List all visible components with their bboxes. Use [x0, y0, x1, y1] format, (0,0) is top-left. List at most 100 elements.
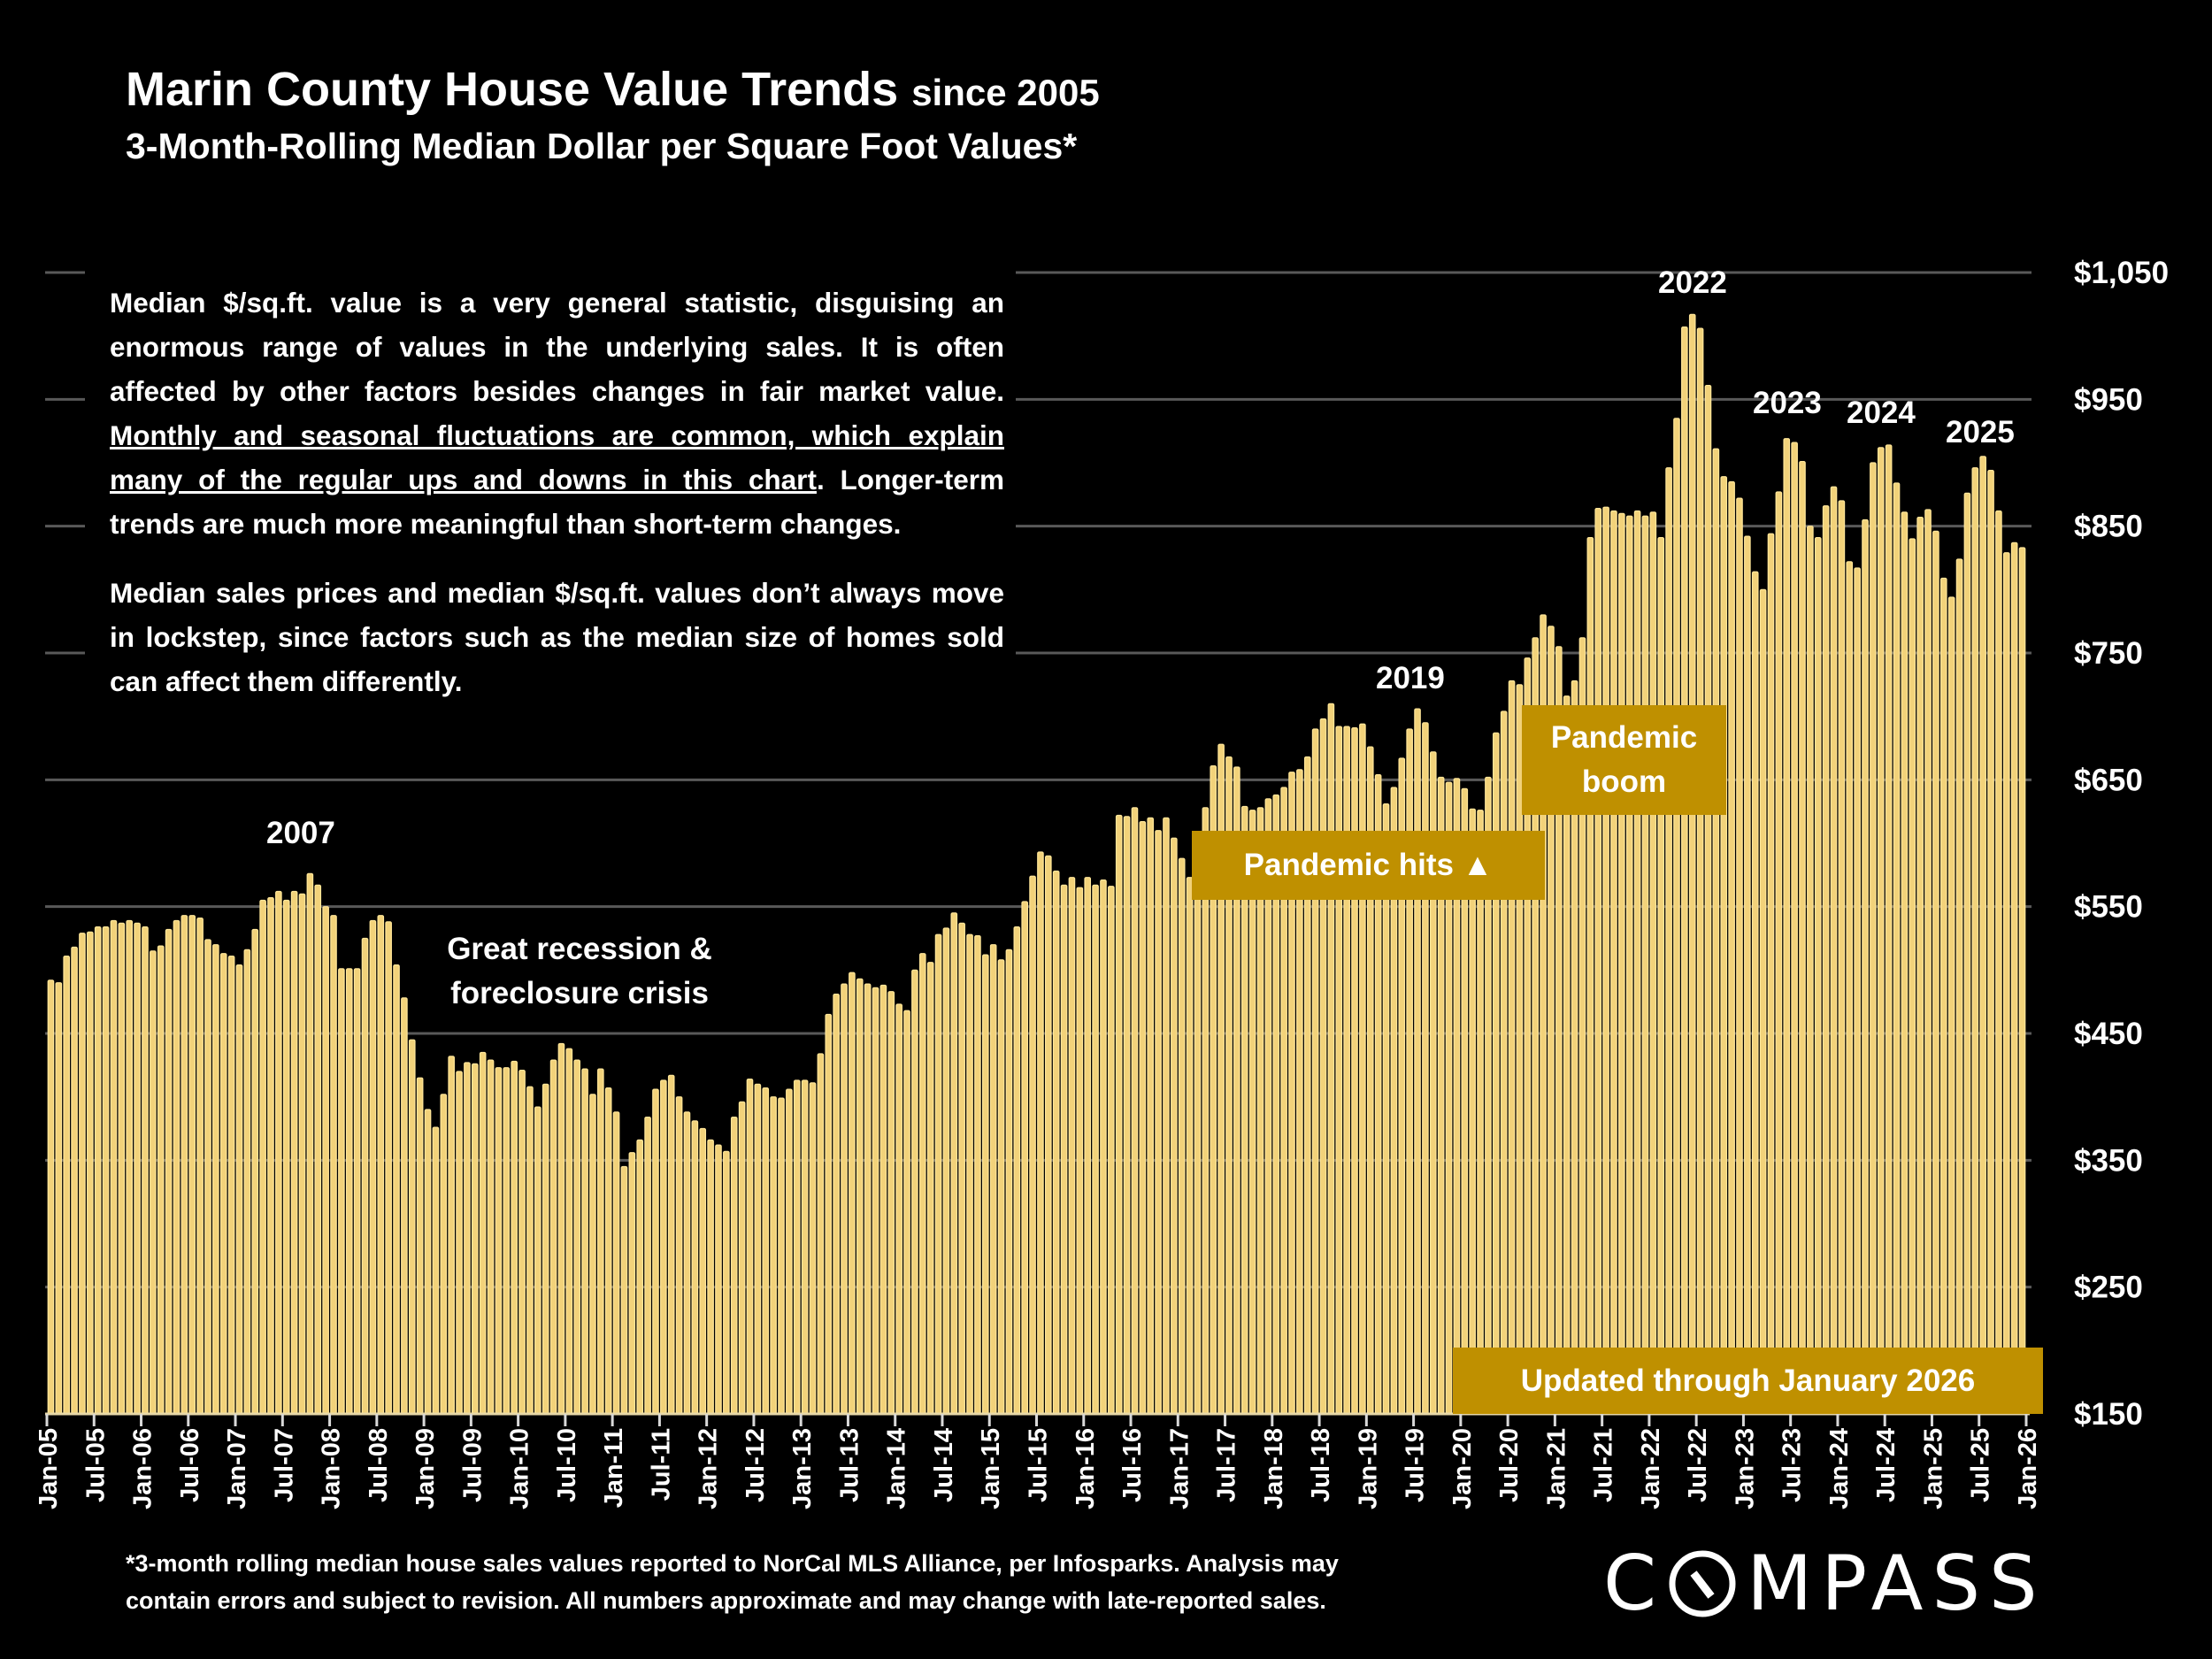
bar — [604, 1087, 612, 1415]
bar — [1186, 877, 1194, 1415]
bar — [180, 915, 188, 1415]
x-tick-label: Jan-24 — [1825, 1428, 1854, 1509]
explanation-paragraph-1: Median $/sq.ft. value is a very general … — [110, 280, 1004, 546]
bar — [628, 1152, 636, 1415]
bar — [699, 1127, 707, 1415]
bar — [1594, 507, 1602, 1415]
bar — [94, 926, 102, 1415]
bar — [165, 928, 173, 1415]
bar — [385, 921, 392, 1415]
bar — [1932, 530, 1939, 1415]
bar — [809, 1082, 817, 1415]
x-tick-label: Jan-16 — [1071, 1428, 1100, 1509]
bar — [369, 919, 377, 1415]
bar — [1163, 817, 1170, 1415]
x-tick-label: Jul-12 — [741, 1428, 770, 1502]
bar — [1123, 816, 1131, 1415]
bar — [345, 968, 353, 1415]
bar — [440, 1094, 448, 1415]
bar — [1005, 949, 1013, 1415]
bar — [1924, 509, 1932, 1415]
recession-line-1: Great recession & — [447, 932, 712, 966]
bar — [1500, 710, 1508, 1415]
bar — [243, 949, 251, 1415]
bar — [1893, 482, 1901, 1415]
bar — [322, 906, 329, 1415]
bar — [652, 1088, 659, 1415]
bar — [196, 917, 204, 1415]
bar — [47, 979, 55, 1415]
bar — [1971, 467, 1979, 1415]
x-tick-label: Jan-05 — [35, 1428, 63, 1509]
bar — [1625, 515, 1633, 1415]
bar — [801, 1079, 809, 1415]
bar — [997, 959, 1005, 1415]
updated-through-label: Updated through January 2026 — [1453, 1348, 2043, 1414]
x-tick-label: Jan-07 — [223, 1428, 251, 1509]
bar — [1665, 467, 1672, 1415]
bar — [1084, 877, 1092, 1415]
bar — [887, 991, 895, 1415]
bar — [966, 933, 973, 1415]
bar — [1955, 558, 1963, 1415]
bar — [1822, 505, 1830, 1415]
x-tick-label: Jan-20 — [1448, 1428, 1477, 1509]
annotation-great-recession: Great recession & foreclosure crisis — [434, 927, 726, 1016]
bar — [1712, 448, 1720, 1415]
bar — [464, 1062, 471, 1415]
y-tick-label: $450 — [2074, 1017, 2143, 1051]
x-tick-label: Jul-16 — [1118, 1428, 1147, 1502]
bar — [974, 935, 981, 1415]
bar — [1618, 512, 1625, 1415]
bar — [1696, 327, 1704, 1415]
bar — [416, 1077, 424, 1415]
bar — [1359, 723, 1366, 1415]
bar — [675, 1096, 683, 1415]
annotation-2024: 2024 — [1847, 396, 1916, 430]
annotation-2022: 2022 — [1658, 265, 1727, 300]
x-tick-label: Jul-17 — [1213, 1428, 1241, 1502]
bar — [958, 922, 965, 1415]
bar — [825, 1013, 833, 1415]
bar — [479, 1051, 487, 1415]
bar — [338, 968, 345, 1415]
bar — [408, 1039, 416, 1415]
bar — [63, 955, 70, 1415]
explanation-paragraph-2: Median sales prices and median $/sq.ft. … — [110, 577, 1004, 697]
bar — [1194, 860, 1202, 1415]
page-title: Marin County House Value Trends since 20… — [126, 62, 1100, 117]
bar — [557, 1042, 565, 1415]
bar — [432, 1126, 440, 1415]
bar — [864, 983, 872, 1415]
bar — [770, 1096, 777, 1415]
bar — [1657, 536, 1665, 1415]
bar — [126, 919, 134, 1415]
bar — [793, 1079, 801, 1415]
bar — [636, 1139, 644, 1415]
bar — [2018, 547, 2026, 1415]
x-tick-label: Jan-15 — [977, 1428, 1005, 1509]
bar — [1909, 538, 1916, 1415]
x-tick-label: Jan-21 — [1542, 1428, 1571, 1509]
bar — [778, 1097, 785, 1415]
bar — [1901, 511, 1909, 1415]
bar — [754, 1083, 762, 1415]
bar — [495, 1067, 503, 1415]
bar — [1862, 518, 1869, 1415]
bar — [448, 1056, 455, 1415]
bar — [1610, 510, 1617, 1415]
bar — [1155, 830, 1162, 1415]
bar — [1767, 533, 1775, 1415]
bar — [667, 1074, 675, 1415]
compass-o-icon — [1669, 1550, 1736, 1617]
bar — [730, 1116, 738, 1415]
bar — [518, 1069, 526, 1415]
bar — [1060, 884, 1068, 1415]
bar — [950, 912, 958, 1415]
bar — [150, 950, 157, 1415]
bar — [581, 1068, 588, 1415]
x-tick-label: Jan-25 — [1919, 1428, 1947, 1509]
bar — [1877, 447, 1885, 1415]
bar — [401, 997, 408, 1415]
